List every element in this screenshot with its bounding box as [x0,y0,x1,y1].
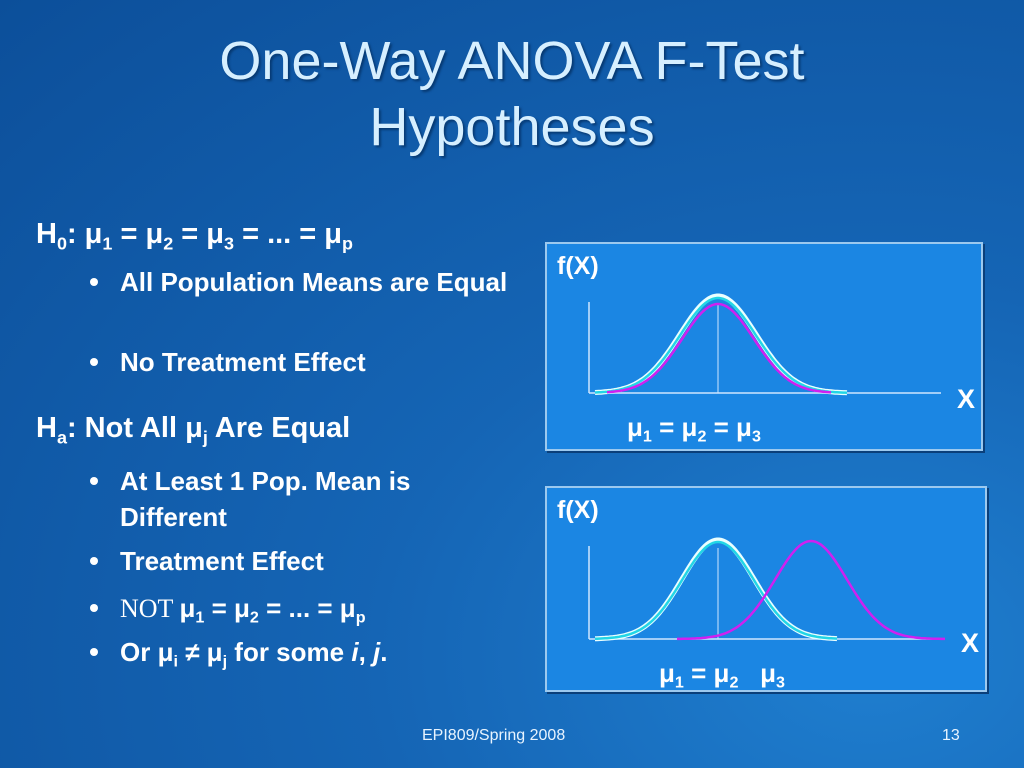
chart-different: f(X) X μ1 = μ2 μ3 [545,486,987,692]
x-label: X [956,384,975,414]
text-run: p [355,608,366,627]
curve [595,537,838,642]
text-run: = μ [683,658,730,688]
bullet: Or μi ≠ μj for some i, j. [90,634,510,680]
text-run: i [351,637,359,667]
text-run: 1 [195,608,205,627]
text-run: 0 [56,233,67,254]
text-run: i [173,652,178,671]
footer: EPI809/Spring 2008 [422,727,566,744]
text-run: Are Equal [207,412,351,444]
text-run: j [222,652,228,671]
y-label: f(X) [557,252,599,280]
text-run: ≠ μ [177,637,223,667]
text-run: : Not All μ [66,412,203,444]
text-run: μ [659,658,675,688]
text-run: = ... = μ [234,218,343,250]
null-hypothesis: H0: μ1 = μ2 = μ3 = ... = μp [36,218,353,254]
text-run: = μ [173,218,225,250]
text-run: j [202,427,208,448]
means-label: μ1 = μ2 = μ3 [627,412,761,447]
text-run: 1 [642,427,652,446]
text-run: At Least 1 Pop. Mean is Different [120,466,411,532]
chart-equal: f(X) X μ1 = μ2 = μ3 [545,242,983,451]
text-run: = ... = μ [258,593,356,623]
x-label: X [960,628,979,658]
text-run: 3 [751,427,761,446]
text-run: 1 [102,233,113,254]
curve [594,293,848,396]
text-run: = μ [204,593,250,623]
text-run: = μ [112,218,164,250]
text-run: H [36,218,57,250]
curves [588,537,945,642]
text-run: 2 [163,233,174,254]
bullet: Treatment Effect [90,543,510,579]
y-label: f(X) [557,496,599,524]
text-run: a [56,427,67,448]
text-run: Treatment Effect [120,546,324,576]
text-run: = μ [706,412,752,442]
bullet: NOT μ1 = μ2 = ... = μp [90,590,510,636]
curves [588,293,941,396]
means-label: μ1 = μ2 μ3 [659,658,785,693]
text-run: μ [738,658,776,688]
text-run: 3 [775,673,785,692]
text-run: p [342,233,354,254]
text-run: 1 [674,673,684,692]
text-run: NOT [120,594,180,623]
bullet: At Least 1 Pop. Mean is Different [90,463,510,535]
text-run: : μ [66,218,103,250]
slide-title: One-Way ANOVA F-Test Hypotheses [219,31,805,157]
bullet: No Treatment Effect [90,344,510,380]
text-run: . [380,637,388,667]
text-run: , [358,637,374,667]
bullet: All Population Means are Equal [90,264,510,300]
curve [595,540,838,640]
text-run: = μ [651,412,698,442]
page-number: 13 [942,727,960,744]
text-run: 2 [249,608,259,627]
text-run: 3 [224,233,235,254]
text-run: 2 [729,673,739,692]
curve [594,296,848,394]
text-run: H [36,412,57,444]
text-run: 2 [697,427,707,446]
text-run: μ [627,412,643,442]
text-run: No Treatment Effect [120,347,366,377]
text-run: j [373,637,381,667]
curve [606,302,832,394]
text-run: All Population Means are Equal [120,267,508,297]
text-run: for some [227,637,352,667]
text-run: μ [179,593,196,623]
text-run: Or μ [120,637,174,667]
curve [677,539,945,641]
alt-hypothesis: Ha: Not All μj Are Equal [36,412,350,448]
